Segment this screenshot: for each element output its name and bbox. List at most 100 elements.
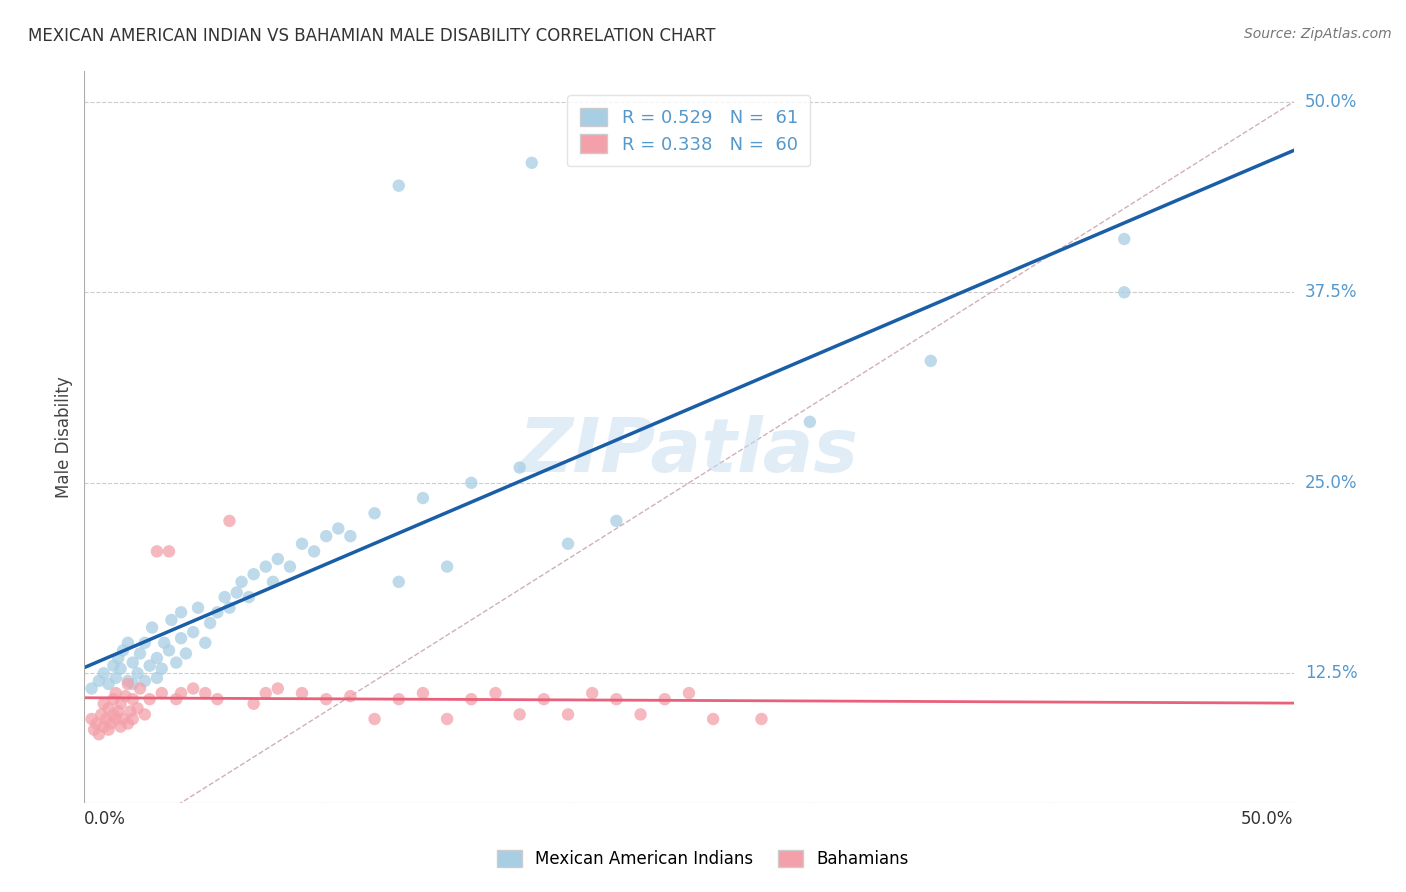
Point xyxy=(254,686,277,700)
Text: ZIPatlas: ZIPatlas xyxy=(519,415,859,488)
Point xyxy=(315,692,337,706)
Point xyxy=(170,605,193,619)
Point xyxy=(181,681,204,696)
Point xyxy=(103,707,125,722)
Point xyxy=(533,692,555,706)
Point xyxy=(520,155,543,169)
Point xyxy=(97,677,120,691)
Point xyxy=(388,574,411,589)
Point xyxy=(112,643,135,657)
Text: 12.5%: 12.5% xyxy=(1305,665,1357,682)
Text: 25.0%: 25.0% xyxy=(1305,474,1357,491)
Point xyxy=(138,692,160,706)
Point xyxy=(581,686,603,700)
Point xyxy=(198,615,221,630)
Point xyxy=(80,681,103,696)
Point xyxy=(412,491,434,505)
Point xyxy=(412,686,434,700)
Point xyxy=(93,720,115,734)
Point xyxy=(388,692,411,706)
Point xyxy=(134,673,156,688)
Point xyxy=(93,697,115,711)
Point xyxy=(86,716,108,731)
Point xyxy=(87,727,110,741)
Point xyxy=(150,662,173,676)
Point xyxy=(138,658,160,673)
Point xyxy=(238,590,260,604)
Point xyxy=(315,529,337,543)
Point xyxy=(97,723,120,737)
Point xyxy=(94,712,117,726)
Point xyxy=(484,686,506,700)
Point xyxy=(121,656,143,670)
Point xyxy=(146,651,169,665)
Point xyxy=(339,689,361,703)
Point xyxy=(153,636,176,650)
Point xyxy=(557,707,579,722)
Point xyxy=(165,692,187,706)
Point xyxy=(267,552,290,566)
Point xyxy=(80,712,103,726)
Point xyxy=(103,692,125,706)
Point xyxy=(509,707,531,722)
Point xyxy=(214,590,236,604)
Point xyxy=(231,574,253,589)
Point xyxy=(117,716,139,731)
Point xyxy=(225,585,247,599)
Point xyxy=(93,666,115,681)
Point xyxy=(146,544,169,558)
Point xyxy=(104,712,127,726)
Point xyxy=(97,701,120,715)
Y-axis label: Male Disability: Male Disability xyxy=(55,376,73,498)
Text: 37.5%: 37.5% xyxy=(1305,284,1357,301)
Point xyxy=(460,692,482,706)
Point xyxy=(605,514,627,528)
Text: MEXICAN AMERICAN INDIAN VS BAHAMIAN MALE DISABILITY CORRELATION CHART: MEXICAN AMERICAN INDIAN VS BAHAMIAN MALE… xyxy=(28,27,716,45)
Point xyxy=(218,514,240,528)
Point xyxy=(170,686,193,700)
Point xyxy=(242,567,264,582)
Point xyxy=(103,658,125,673)
Point xyxy=(751,712,773,726)
Point xyxy=(170,632,193,646)
Point xyxy=(291,686,314,700)
Point xyxy=(181,625,204,640)
Point xyxy=(254,559,277,574)
Point xyxy=(654,692,676,706)
Text: Source: ZipAtlas.com: Source: ZipAtlas.com xyxy=(1244,27,1392,41)
Point xyxy=(242,697,264,711)
Point xyxy=(160,613,183,627)
Point xyxy=(218,600,240,615)
Point xyxy=(194,636,217,650)
Point xyxy=(363,712,385,726)
Point xyxy=(207,605,229,619)
Point xyxy=(339,529,361,543)
Point xyxy=(302,544,325,558)
Point xyxy=(1114,232,1136,246)
Point xyxy=(262,574,284,589)
Point xyxy=(509,460,531,475)
Point xyxy=(920,354,942,368)
Point xyxy=(207,692,229,706)
Point xyxy=(157,544,180,558)
Point xyxy=(799,415,821,429)
Point xyxy=(87,673,110,688)
Point xyxy=(134,707,156,722)
Point xyxy=(460,475,482,490)
Point xyxy=(141,621,163,635)
Text: 50.0%: 50.0% xyxy=(1305,93,1357,111)
Point xyxy=(117,636,139,650)
Legend: R = 0.529   N =  61, R = 0.338   N =  60: R = 0.529 N = 61, R = 0.338 N = 60 xyxy=(568,95,810,166)
Point xyxy=(291,537,314,551)
Point xyxy=(107,705,129,719)
Point xyxy=(117,677,139,691)
Point xyxy=(83,723,105,737)
Point xyxy=(328,521,350,535)
Point xyxy=(127,666,149,681)
Point xyxy=(120,705,142,719)
Point xyxy=(146,671,169,685)
Point xyxy=(1114,285,1136,300)
Point xyxy=(104,686,127,700)
Point xyxy=(90,707,112,722)
Point xyxy=(363,506,385,520)
